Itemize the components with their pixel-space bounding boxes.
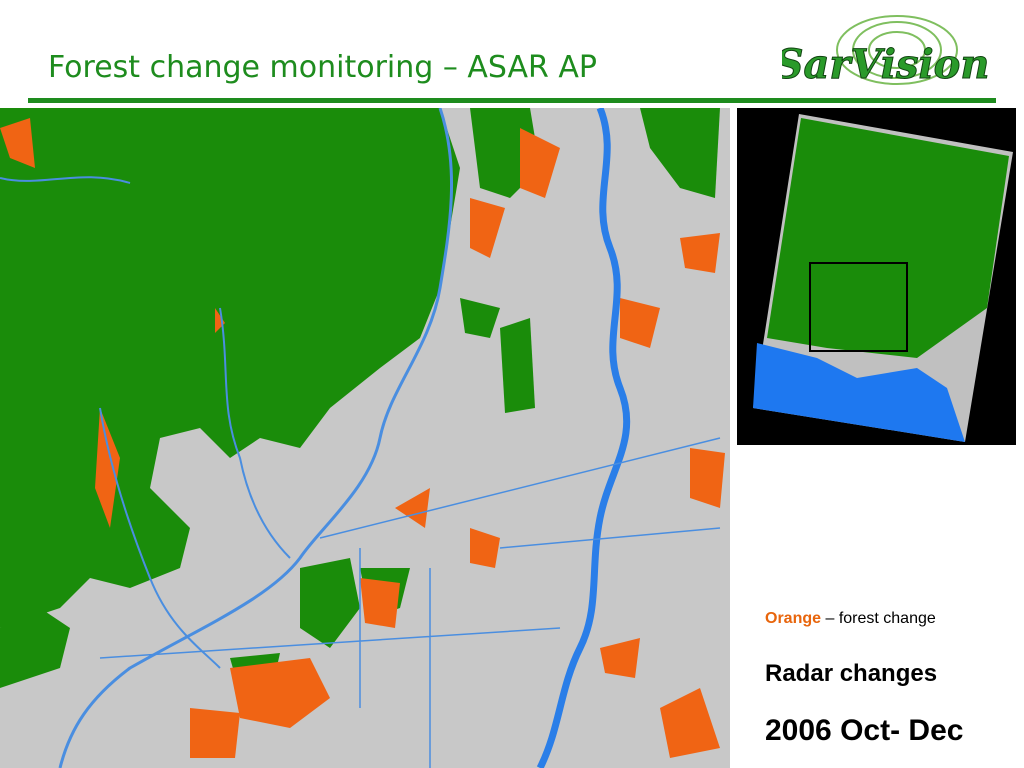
caption: Radar changes — [765, 660, 938, 687]
logo: SarVision — [782, 15, 990, 89]
slide-title: Forest change monitoring – ASAR AP — [48, 50, 598, 85]
forest-map — [0, 108, 730, 768]
legend: Orange – forest change — [765, 610, 936, 628]
inset-forest — [767, 118, 1009, 358]
logo-arcs — [836, 15, 958, 85]
logo-text: SarVision — [782, 41, 989, 88]
inset-focus-box — [809, 262, 908, 352]
legend-key: Orange — [765, 610, 822, 627]
legend-text: – forest change — [825, 610, 936, 627]
forest-areas — [0, 108, 720, 698]
inset-sea — [753, 343, 965, 442]
forest-change-areas — [0, 118, 725, 758]
title-rule — [28, 98, 996, 103]
period: 2006 Oct- Dec — [765, 714, 964, 747]
rivers — [0, 108, 721, 768]
overview-inset — [737, 108, 1016, 445]
